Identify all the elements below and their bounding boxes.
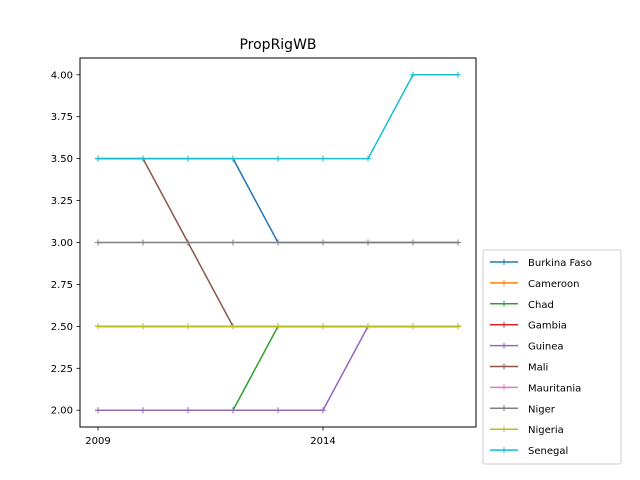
y-tick-label: 2.50 <box>51 322 73 333</box>
data-point-guinea <box>320 407 326 414</box>
legend-label-mauritania: Mauritania <box>528 383 581 394</box>
legend-marker-mali <box>501 363 507 370</box>
x-tick-label: 2014 <box>310 436 335 447</box>
data-point-nigeria <box>230 323 236 330</box>
data-point-guinea <box>140 407 146 414</box>
data-point-niger <box>140 239 146 246</box>
legend-marker-senegal <box>501 447 507 454</box>
data-point-niger <box>95 239 101 246</box>
legend-label-niger: Niger <box>528 404 556 415</box>
legend-label-senegal: Senegal <box>528 446 568 457</box>
legend-label-cameroon: Cameroon <box>528 279 579 290</box>
data-point-senegal <box>140 155 146 162</box>
data-point-senegal <box>365 155 371 162</box>
data-point-senegal <box>320 155 326 162</box>
data-point-niger <box>365 239 371 246</box>
legend-label-guinea: Guinea <box>528 342 563 353</box>
y-tick-label: 2.25 <box>51 364 73 375</box>
series-line-senegal <box>98 74 458 160</box>
legend-label-burkina-faso: Burkina Faso <box>528 258 592 269</box>
data-point-niger <box>320 239 326 246</box>
series-line-guinea <box>98 325 458 411</box>
chart-title: PropRigWB <box>239 37 316 53</box>
data-point-guinea <box>275 407 281 414</box>
legend-label-gambia: Gambia <box>528 321 567 332</box>
data-point-niger <box>230 239 236 246</box>
legend-label-nigeria: Nigeria <box>528 425 564 436</box>
data-point-nigeria <box>320 323 326 330</box>
legend-marker-gambia <box>501 321 507 328</box>
data-point-senegal <box>185 155 191 162</box>
data-point-senegal <box>455 71 461 78</box>
legend-label-mali: Mali <box>528 363 548 374</box>
data-point-nigeria <box>365 323 371 330</box>
data-point-niger <box>455 239 461 246</box>
data-point-senegal <box>410 71 416 78</box>
x-tick-label: 2009 <box>85 436 110 447</box>
data-point-senegal <box>95 155 101 162</box>
series-layer <box>95 71 461 414</box>
data-point-niger <box>275 239 281 246</box>
y-tick-label: 3.75 <box>51 112 73 123</box>
y-tick-label: 4.00 <box>51 70 73 81</box>
data-point-nigeria <box>410 323 416 330</box>
legend-marker-cameroon <box>501 279 507 286</box>
legend-marker-mauritania <box>501 384 507 391</box>
legend-marker-guinea <box>501 342 507 349</box>
y-tick-label: 3.50 <box>51 154 73 165</box>
y-tick-label: 3.25 <box>51 196 73 207</box>
y-tick-label: 2.00 <box>51 406 73 417</box>
data-point-niger <box>410 239 416 246</box>
x-axis: 2009 2014 <box>85 427 336 447</box>
data-point-nigeria <box>275 323 281 330</box>
data-point-senegal <box>275 155 281 162</box>
y-tick-label: 3.00 <box>51 238 73 249</box>
legend-marker-niger <box>501 405 507 412</box>
data-point-nigeria <box>185 323 191 330</box>
series-line-chad <box>98 325 458 411</box>
legend-label-chad: Chad <box>528 300 554 311</box>
data-point-nigeria <box>95 323 101 330</box>
data-point-guinea <box>185 407 191 414</box>
data-point-guinea <box>95 407 101 414</box>
legend-marker-nigeria <box>501 426 507 433</box>
data-point-senegal <box>230 155 236 162</box>
data-point-nigeria <box>455 323 461 330</box>
legend: Burkina Faso Cameroon Chad Gambia Guinea Mali… <box>482 249 622 465</box>
data-point-niger <box>185 239 191 246</box>
legend-marker-chad <box>501 300 507 307</box>
series-line-burkina-faso <box>98 157 458 244</box>
legend-marker-burkina-faso <box>501 259 507 265</box>
data-point-guinea <box>230 407 236 414</box>
y-tick-label: 2.75 <box>51 280 73 291</box>
data-point-nigeria <box>140 323 146 330</box>
y-axis: 2.00 2.25 2.50 2.75 3.00 3.25 3.50 3.75 4.00 <box>51 70 80 417</box>
